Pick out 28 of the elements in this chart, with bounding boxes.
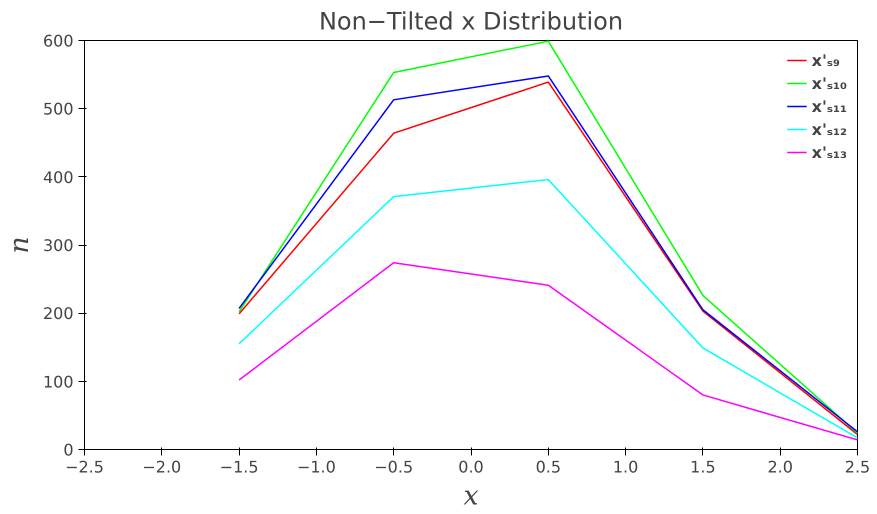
y-tick-label: 200 xyxy=(42,304,74,324)
legend-label: x'ₛ₁₂ xyxy=(812,120,847,138)
x-tick-label: −2.0 xyxy=(142,458,182,476)
legend-label: x'ₛ₁₃ xyxy=(812,142,847,162)
x-tick-label: 1.5 xyxy=(690,458,716,476)
x-tick-label: −2.5 xyxy=(65,458,104,476)
y-tick-label: 300 xyxy=(42,236,74,255)
line-series xyxy=(238,262,858,441)
y-tick-label: 100 xyxy=(42,372,74,392)
y-tick-label: 600 xyxy=(42,32,74,50)
x-tick-label: 1.0 xyxy=(612,458,638,476)
x-tick-label: −1.5 xyxy=(220,458,259,476)
x-tick-label: 0.5 xyxy=(536,458,562,476)
x-tick-label: 2.0 xyxy=(767,458,793,476)
x-tick-label: −0.5 xyxy=(374,458,414,476)
y-tick-label: 500 xyxy=(42,100,74,119)
y-tick-label: 0 xyxy=(63,440,74,460)
x-tick-label: 2.5 xyxy=(844,458,870,476)
line-series xyxy=(238,178,858,439)
x-axis-title: x xyxy=(463,480,479,512)
legend-label: x'ₛ₉ xyxy=(812,50,840,70)
chart-title: Non−Tilted x Distribution xyxy=(318,8,624,36)
legend-label: x'ₛ₁₀ xyxy=(812,74,847,92)
legend-label: x'ₛ₁₁ xyxy=(812,96,847,116)
x-tick-label: 0.0 xyxy=(458,458,484,476)
y-tick-label: 400 xyxy=(42,168,74,187)
x-tick-label: −1.0 xyxy=(296,458,336,476)
y-axis-title: n xyxy=(4,236,35,254)
